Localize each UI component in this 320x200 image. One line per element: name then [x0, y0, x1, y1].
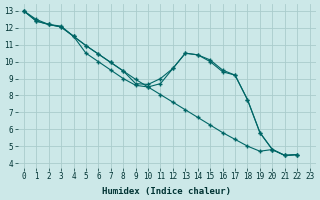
- X-axis label: Humidex (Indice chaleur): Humidex (Indice chaleur): [102, 187, 231, 196]
